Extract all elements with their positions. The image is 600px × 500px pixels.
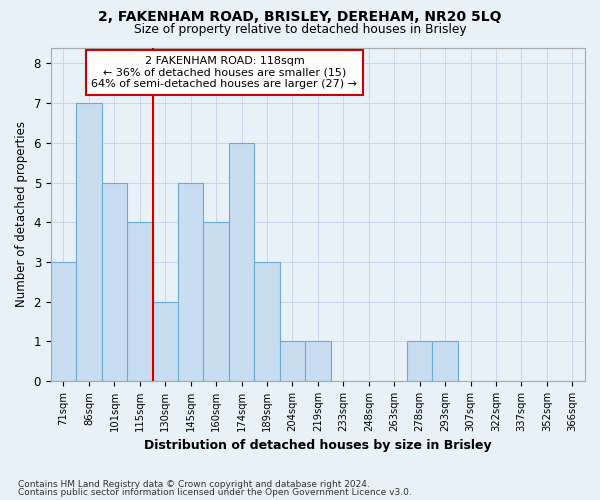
Bar xyxy=(433,342,458,381)
Text: 2, FAKENHAM ROAD, BRISLEY, DEREHAM, NR20 5LQ: 2, FAKENHAM ROAD, BRISLEY, DEREHAM, NR20… xyxy=(98,10,502,24)
Bar xyxy=(127,222,152,381)
X-axis label: Distribution of detached houses by size in Brisley: Distribution of detached houses by size … xyxy=(144,440,492,452)
Bar xyxy=(178,182,203,381)
Bar xyxy=(305,342,331,381)
Bar xyxy=(203,222,229,381)
Bar xyxy=(407,342,433,381)
Bar xyxy=(254,262,280,381)
Text: 2 FAKENHAM ROAD: 118sqm
← 36% of detached houses are smaller (15)
64% of semi-de: 2 FAKENHAM ROAD: 118sqm ← 36% of detache… xyxy=(91,56,358,89)
Text: Contains public sector information licensed under the Open Government Licence v3: Contains public sector information licen… xyxy=(18,488,412,497)
Bar xyxy=(76,103,101,381)
Bar xyxy=(152,302,178,381)
Y-axis label: Number of detached properties: Number of detached properties xyxy=(15,122,28,308)
Text: Contains HM Land Registry data © Crown copyright and database right 2024.: Contains HM Land Registry data © Crown c… xyxy=(18,480,370,489)
Text: Size of property relative to detached houses in Brisley: Size of property relative to detached ho… xyxy=(134,22,466,36)
Bar xyxy=(280,342,305,381)
Bar xyxy=(229,143,254,381)
Bar xyxy=(51,262,76,381)
Bar xyxy=(101,182,127,381)
